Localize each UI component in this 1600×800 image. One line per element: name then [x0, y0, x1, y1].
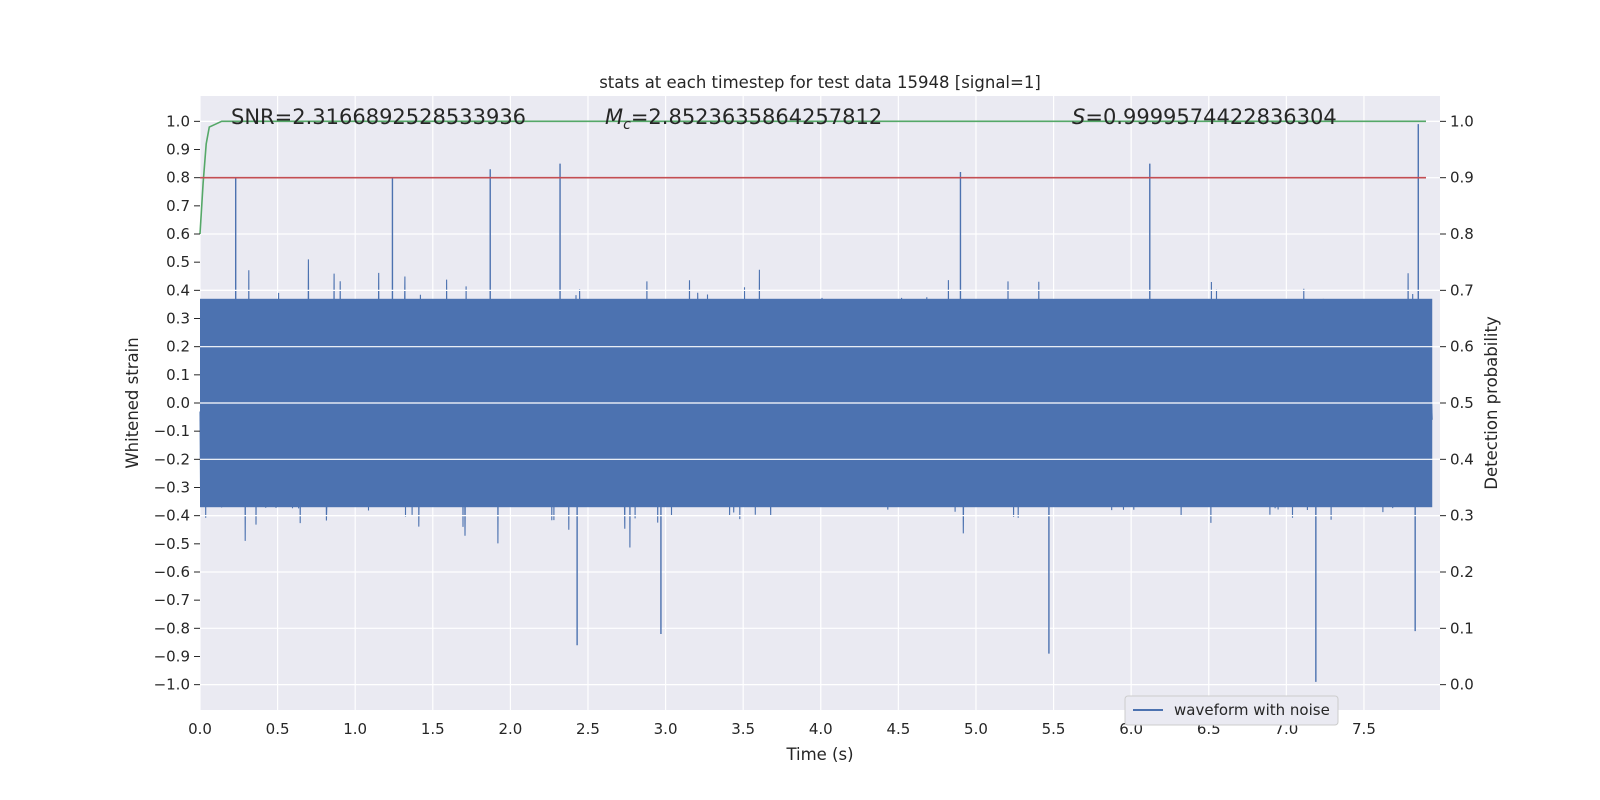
y-tick-label: 0.6 — [166, 225, 190, 243]
legend: waveform with noise — [1124, 695, 1339, 726]
x-tick-label: 2.5 — [576, 720, 600, 738]
y-tick-label: −0.2 — [154, 450, 190, 468]
y2-tick-label: 0.7 — [1450, 281, 1474, 299]
legend-box — [1124, 695, 1339, 726]
y-tick-label: −0.9 — [154, 647, 190, 665]
x-tick-label: 0.0 — [188, 720, 212, 738]
y-tick-label: 0.7 — [166, 197, 190, 215]
detection-score-value: =0.9999574422836304 — [1085, 105, 1336, 129]
x-axis-label: Time (s) — [785, 745, 853, 764]
y-tick-label: 0.2 — [166, 338, 190, 356]
y-axis-label: Whitened strain — [123, 337, 142, 468]
x-tick-label: 5.5 — [1042, 720, 1066, 738]
y2-tick-label: 0.3 — [1450, 507, 1474, 525]
y-tick-label: −0.4 — [154, 507, 190, 525]
y2-tick-label: 0.2 — [1450, 563, 1474, 581]
detection-probability-line — [199, 120, 1426, 235]
y2-tick-label: 0.0 — [1450, 676, 1474, 694]
y2-axis-label: Detection probability — [1482, 316, 1501, 490]
x-tick-label: 2.0 — [498, 720, 522, 738]
x-tick-label: 0.5 — [266, 720, 290, 738]
y-tick-label: −0.1 — [154, 422, 190, 440]
y2-axis-ticks: 1.0 0.9 0.8 0.7 0.6 0.5 0.4 0.3 0.2 0.1 0.0 — [1440, 112, 1474, 694]
x-tick-label: 1.0 — [343, 720, 367, 738]
chirp-mass-value: =2.8523635864257812 — [631, 105, 882, 129]
y-tick-label: 0.9 — [166, 141, 190, 159]
y-tick-label: 0.3 — [166, 310, 190, 328]
y2-tick-label: 1.0 — [1450, 112, 1474, 130]
y-tick-label: −1.0 — [154, 676, 190, 694]
chirp-mass-subscript: c — [623, 117, 631, 133]
snr-annotation: SNR=2.3166892528533936 — [231, 105, 526, 129]
y-tick-label: 0.4 — [166, 281, 190, 299]
y2-tick-label: 0.4 — [1450, 450, 1474, 468]
detection-score-annotation: S=0.9999574422836304 — [1072, 105, 1337, 129]
x-tick-label: 3.0 — [654, 720, 678, 738]
y-tick-label: −0.8 — [154, 619, 190, 637]
detection-score-symbol: S — [1072, 105, 1085, 129]
waveform-series — [199, 124, 1440, 682]
y-axis-ticks: 1.0 0.9 0.8 0.7 0.6 0.5 0.4 0.3 0.2 0.1 0.0 −0.1 −0.… — [154, 112, 200, 694]
y2-tick-label: 0.5 — [1450, 394, 1474, 412]
y-tick-label: 0.5 — [166, 253, 190, 271]
y-tick-label: 1.0 — [166, 112, 190, 130]
y2-tick-label: 0.1 — [1450, 619, 1474, 637]
y2-tick-label: 0.9 — [1450, 169, 1474, 187]
legend-label: waveform with noise — [1174, 701, 1330, 719]
y-tick-label: 0.1 — [166, 366, 190, 384]
y-tick-label: −0.5 — [154, 535, 190, 553]
y2-tick-label: 0.8 — [1450, 225, 1474, 243]
x-tick-label: 4.0 — [809, 720, 833, 738]
x-tick-label: 3.5 — [731, 720, 755, 738]
y-tick-label: −0.7 — [154, 591, 190, 609]
y2-tick-label: 0.6 — [1450, 338, 1474, 356]
y-tick-label: 0.8 — [166, 169, 190, 187]
chirp-mass-symbol: M — [605, 105, 623, 129]
x-tick-label: 5.0 — [964, 720, 988, 738]
chirp-mass-annotation: Mc=2.8523635864257812 — [605, 105, 882, 133]
y-tick-label: 0.0 — [166, 394, 190, 412]
y-tick-label: −0.6 — [154, 563, 190, 581]
x-tick-label: 4.5 — [886, 720, 910, 738]
chart-title: stats at each timestep for test data 159… — [599, 73, 1041, 92]
x-tick-label: 1.5 — [421, 720, 445, 738]
x-tick-label: 7.5 — [1352, 720, 1376, 738]
y-tick-label: −0.3 — [154, 478, 190, 496]
